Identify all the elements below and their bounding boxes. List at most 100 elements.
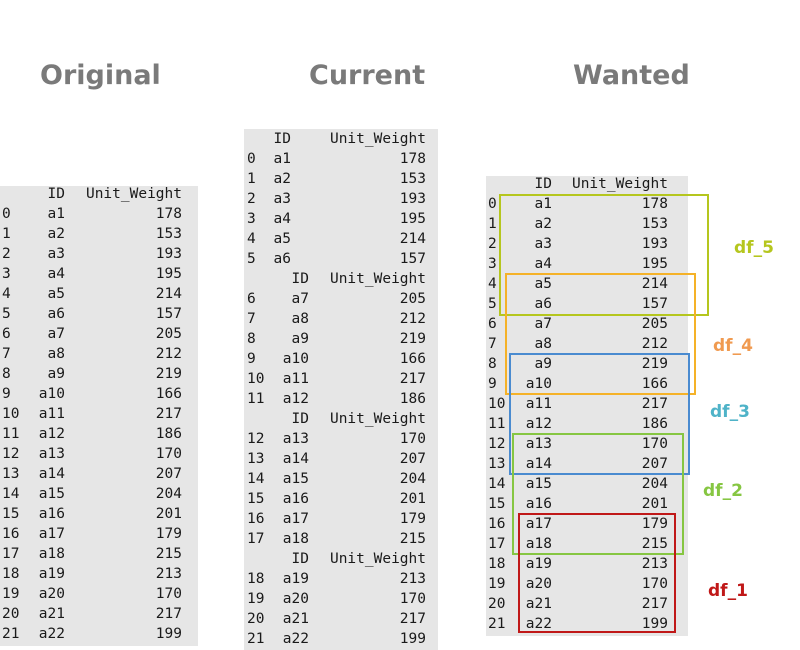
row-id: a10 xyxy=(282,351,309,367)
row-unit-weight: 170 xyxy=(399,431,426,447)
row-id: a9 xyxy=(534,356,552,372)
table-row: 5 a6 157 xyxy=(486,294,688,314)
row-id: a15 xyxy=(525,476,552,492)
row-id: a16 xyxy=(525,496,552,512)
table-row: 17 a18 215 xyxy=(244,529,438,549)
row-index: 8 xyxy=(247,331,256,347)
row-id: a8 xyxy=(534,336,552,352)
row-index: 11 xyxy=(247,391,265,407)
row-unit-weight: 186 xyxy=(155,426,182,442)
row-id: a15 xyxy=(38,486,65,502)
row-unit-weight: 217 xyxy=(399,611,426,627)
column-header-unit-weight: Unit_Weight xyxy=(329,551,426,567)
group-box-df-2 xyxy=(512,433,684,555)
row-index: 8 xyxy=(2,366,11,382)
row-unit-weight: 213 xyxy=(399,571,426,587)
row-unit-weight: 153 xyxy=(155,226,182,242)
row-unit-weight: 157 xyxy=(641,296,668,312)
group-box-df-3 xyxy=(509,353,690,475)
table-row: 3 a4 195 xyxy=(0,264,198,284)
table-row: 7 a8 212 xyxy=(244,309,438,329)
table-row: 7 a8 212 xyxy=(486,334,688,354)
row-id: a18 xyxy=(525,536,552,552)
table-row: 16 a17 179 xyxy=(0,524,198,544)
row-id: a19 xyxy=(38,566,65,582)
table-row: 14 a15 204 xyxy=(244,469,438,489)
original-heading: Original xyxy=(40,60,161,91)
row-unit-weight: 217 xyxy=(399,371,426,387)
row-unit-weight: 195 xyxy=(155,266,182,282)
table-row: 13 a14 207 xyxy=(486,454,688,474)
row-index: 14 xyxy=(247,471,265,487)
row-unit-weight: 166 xyxy=(641,376,668,392)
table-row: 6 a7 205 xyxy=(244,289,438,309)
row-id: a2 xyxy=(273,171,291,187)
row-index: 15 xyxy=(2,506,20,522)
column-header-unit-weight: Unit_Weight xyxy=(571,176,668,192)
header-row: ID Unit_Weight xyxy=(486,174,688,194)
row-id: a14 xyxy=(38,466,65,482)
row-id: a20 xyxy=(525,576,552,592)
row-id: a14 xyxy=(525,456,552,472)
table-row: 4 a5 214 xyxy=(0,284,198,304)
row-index: 21 xyxy=(247,631,265,647)
row-unit-weight: 219 xyxy=(399,331,426,347)
row-unit-weight: 193 xyxy=(399,191,426,207)
row-unit-weight: 204 xyxy=(399,471,426,487)
row-unit-weight: 205 xyxy=(641,316,668,332)
row-id: a19 xyxy=(525,556,552,572)
row-unit-weight: 214 xyxy=(155,286,182,302)
row-unit-weight: 201 xyxy=(399,491,426,507)
row-index: 14 xyxy=(2,486,20,502)
original-table: ID Unit_Weight 0 a1 178 1 a2 153 2 a3 193 3 a4 195 4 a5… xyxy=(0,186,198,646)
row-unit-weight: 215 xyxy=(399,531,426,547)
row-index: 20 xyxy=(2,606,20,622)
row-index: 19 xyxy=(488,576,506,592)
row-id: a10 xyxy=(525,376,552,392)
row-unit-weight: 219 xyxy=(641,356,668,372)
row-index: 1 xyxy=(488,216,497,232)
row-index: 7 xyxy=(2,346,11,362)
row-index: 14 xyxy=(488,476,506,492)
row-index: 2 xyxy=(2,246,11,262)
row-index: 10 xyxy=(488,396,506,412)
row-index: 17 xyxy=(2,546,20,562)
row-unit-weight: 214 xyxy=(399,231,426,247)
table-row: 21 a22 199 xyxy=(244,629,438,649)
row-id: a21 xyxy=(525,596,552,612)
row-id: a22 xyxy=(282,631,309,647)
row-id: a12 xyxy=(38,426,65,442)
row-id: a4 xyxy=(273,211,291,227)
table-row: 8 a9 219 xyxy=(486,354,688,374)
table-row: 12 a13 170 xyxy=(486,434,688,454)
row-index: 18 xyxy=(2,566,20,582)
row-unit-weight: 166 xyxy=(155,386,182,402)
row-id: a18 xyxy=(282,531,309,547)
row-id: a22 xyxy=(525,616,552,632)
table-row: 19 a20 170 xyxy=(244,589,438,609)
row-unit-weight: 153 xyxy=(399,171,426,187)
table-row: 12 a13 170 xyxy=(0,444,198,464)
row-id: a7 xyxy=(534,316,552,332)
column-header-id: ID xyxy=(291,411,309,427)
table-row: 14 a15 204 xyxy=(0,484,198,504)
row-index: 9 xyxy=(488,376,497,392)
table-row: 3 a4 195 xyxy=(244,209,438,229)
row-id: a13 xyxy=(525,436,552,452)
table-row: 4 a5 214 xyxy=(244,229,438,249)
row-id: a2 xyxy=(534,216,552,232)
row-unit-weight: 201 xyxy=(155,506,182,522)
row-index: 4 xyxy=(488,276,497,292)
row-id: a7 xyxy=(47,326,65,342)
row-id: a5 xyxy=(47,286,65,302)
row-id: a12 xyxy=(525,416,552,432)
row-id: a5 xyxy=(534,276,552,292)
row-unit-weight: 157 xyxy=(399,251,426,267)
row-index: 17 xyxy=(247,531,265,547)
table-row: 18 a19 213 xyxy=(486,554,688,574)
row-index: 15 xyxy=(247,491,265,507)
row-unit-weight: 178 xyxy=(399,151,426,167)
row-id: a6 xyxy=(273,251,291,267)
row-id: a21 xyxy=(282,611,309,627)
row-index: 0 xyxy=(488,196,497,212)
